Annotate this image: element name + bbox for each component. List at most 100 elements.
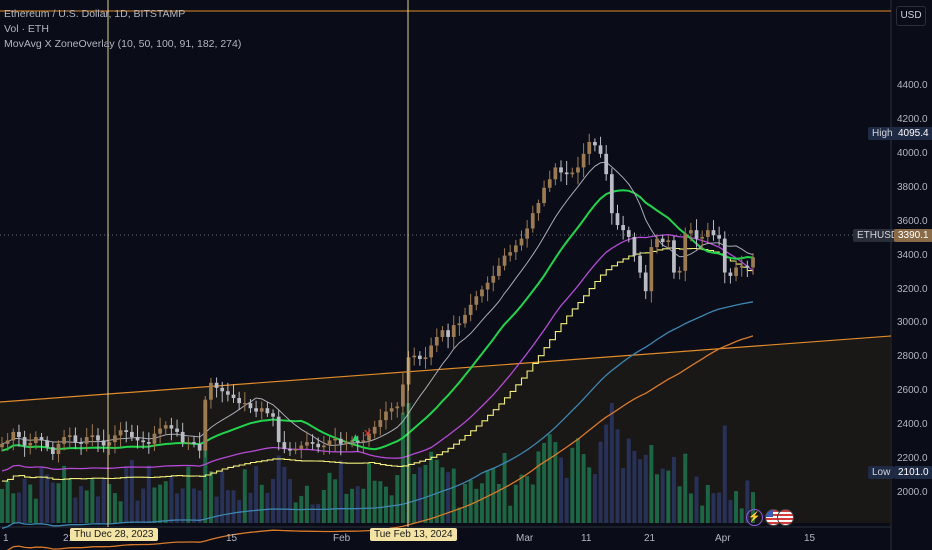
price-tick: 4400.0 xyxy=(897,80,928,91)
candle-body xyxy=(62,437,66,444)
volume-bar xyxy=(513,484,518,523)
candle-body xyxy=(169,425,174,429)
volume-bar xyxy=(429,451,434,523)
candle-body xyxy=(242,403,247,405)
volume-bar xyxy=(575,438,580,523)
candle-body xyxy=(5,440,10,444)
volume-bar xyxy=(276,455,281,523)
volume-bar xyxy=(96,496,100,523)
volume-bar xyxy=(728,499,733,523)
volume-bar xyxy=(248,492,253,523)
volume-bar xyxy=(468,479,473,523)
candle-body xyxy=(288,448,292,451)
candle-body xyxy=(446,330,450,337)
candle-body xyxy=(361,440,366,443)
candle-body xyxy=(655,238,659,248)
candle-body xyxy=(118,430,123,436)
volume-bar xyxy=(530,484,535,523)
volume-bar xyxy=(553,442,558,523)
candle-body xyxy=(621,225,625,231)
candle-body xyxy=(214,382,219,388)
volume-bar xyxy=(547,434,552,523)
high-value: 4095.4 xyxy=(894,127,932,140)
candle-body xyxy=(660,238,665,243)
candle-body xyxy=(34,437,38,443)
volume-bar xyxy=(152,487,157,523)
volume-bar xyxy=(711,493,716,523)
volume-bar xyxy=(621,468,626,523)
volume-bar xyxy=(655,474,659,523)
lightning-icon[interactable]: ⚡ xyxy=(746,509,763,526)
candle-body xyxy=(705,230,710,237)
indicator-legend[interactable]: MovAvg X ZoneOverlay (10, 50, 100, 91, 1… xyxy=(4,38,242,50)
volume-bar xyxy=(175,493,180,523)
candle-body xyxy=(152,433,157,444)
candle-body xyxy=(649,247,654,292)
volume-bar xyxy=(491,467,496,523)
candle-body xyxy=(259,408,264,412)
candle-body xyxy=(79,442,83,444)
candle-body xyxy=(728,272,733,276)
volume-bar xyxy=(310,504,315,523)
currency-button[interactable]: USD xyxy=(896,6,926,26)
candle-body xyxy=(570,172,575,175)
candle-body xyxy=(355,440,360,443)
volume-bar xyxy=(45,474,50,523)
candle-body xyxy=(672,240,676,273)
volume-bar xyxy=(163,481,168,523)
price-tick: 3800.0 xyxy=(897,181,928,193)
ma-blue-line xyxy=(1,301,754,530)
candle-body xyxy=(338,438,343,444)
price-tick: 2800.0 xyxy=(897,351,928,363)
symbol-legend[interactable]: Ethereum / U.S. Dollar, 1D, BITSTAMP xyxy=(4,8,186,20)
candle-body xyxy=(50,447,55,454)
ma-fast-line xyxy=(1,161,754,447)
time-tick: Mar xyxy=(516,533,534,544)
candle-body xyxy=(146,442,151,444)
volume-bar xyxy=(327,472,332,523)
volume-bar xyxy=(559,457,563,523)
calendar-events-icon[interactable] xyxy=(777,509,794,526)
candle-body xyxy=(28,442,33,446)
candle-body xyxy=(56,443,61,454)
volume-bar xyxy=(643,454,648,523)
volume-bar xyxy=(79,486,84,523)
volume-bar xyxy=(598,441,603,523)
candle-body xyxy=(135,437,140,441)
candle-body xyxy=(237,398,242,404)
volume-bar xyxy=(751,492,755,523)
candle-body xyxy=(45,440,50,448)
candle-body xyxy=(717,235,721,239)
volume-bar xyxy=(338,460,343,523)
volume-bar xyxy=(496,483,501,523)
volume-bar xyxy=(321,489,326,523)
volume-bar xyxy=(615,429,620,523)
volume-bar xyxy=(564,477,569,523)
volume-bar xyxy=(169,475,174,523)
candle-body xyxy=(231,394,236,399)
candle-body xyxy=(141,440,146,443)
symbol-price-label: ETHUSD xyxy=(853,229,903,242)
volume-legend[interactable]: Vol · ETH xyxy=(4,23,49,35)
time-tick: 11 xyxy=(581,533,592,544)
price-tick: 2200.0 xyxy=(897,453,928,465)
price-tick: 4200.0 xyxy=(897,113,928,125)
low-value: 2101.0 xyxy=(894,466,932,479)
candle-body xyxy=(626,230,631,237)
volume-bar xyxy=(225,490,230,523)
candle-body xyxy=(84,437,89,444)
volume-bar xyxy=(271,478,276,523)
volume-bar xyxy=(355,486,360,523)
volume-bar xyxy=(717,492,722,523)
candle-body xyxy=(378,420,383,427)
candle-body xyxy=(739,265,744,268)
volume-bar xyxy=(745,480,750,523)
volume-bar xyxy=(350,488,355,523)
candle-body xyxy=(384,411,388,421)
price-tick: 3000.0 xyxy=(897,317,928,329)
candle-body xyxy=(271,413,275,417)
volume-bar xyxy=(525,476,530,523)
volume-bar xyxy=(107,484,112,523)
